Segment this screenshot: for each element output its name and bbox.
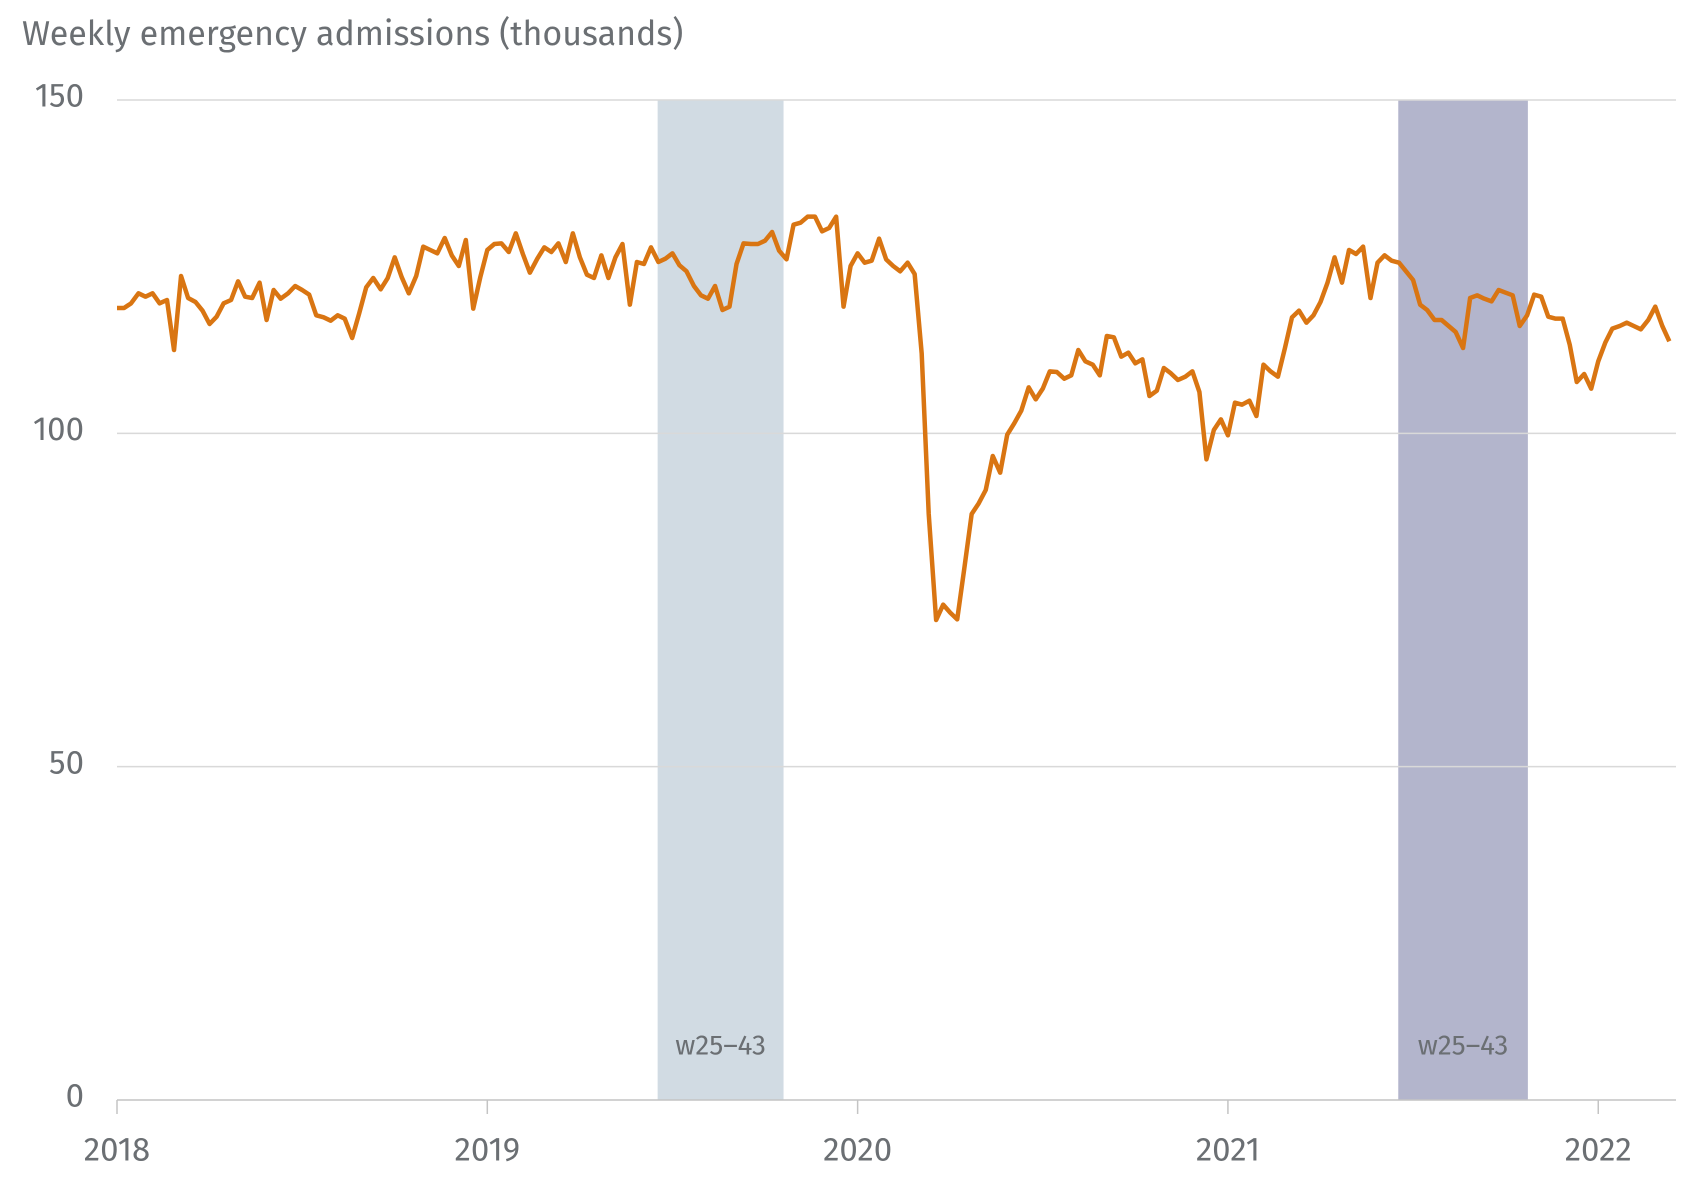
region-label: w25–43: [1418, 1029, 1509, 1062]
x-tick-label: 2021: [1196, 1130, 1260, 1170]
y-tick-label: 0: [66, 1076, 84, 1116]
chart-title: Weekly emergency admissions (thousands): [22, 14, 683, 55]
y-tick-label: 50: [49, 742, 84, 782]
x-tick-label: 2020: [823, 1130, 892, 1170]
shaded-region: [1398, 100, 1528, 1100]
data-line: [117, 214, 1672, 623]
region-label: w25–43: [675, 1029, 766, 1062]
y-tick-label: 100: [33, 409, 84, 449]
x-tick-label: 2019: [455, 1130, 521, 1170]
y-tick-label: 150: [35, 76, 84, 116]
shaded-region: [657, 100, 784, 1100]
x-tick-label: 2018: [84, 1130, 150, 1170]
x-tick-label: 2022: [1565, 1130, 1632, 1170]
